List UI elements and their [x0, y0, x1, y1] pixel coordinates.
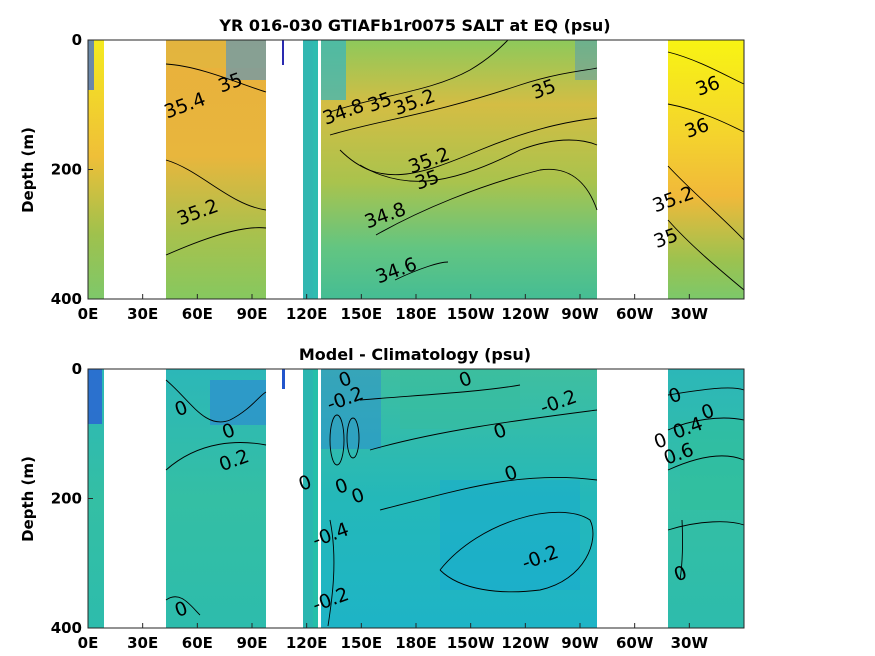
bottom-x-tick-label: 0E	[78, 634, 99, 652]
bottom-x-ticks: 0E 30E 60E 90E 120E 150E 180E 150W 120W 90W 60W 30W	[78, 623, 709, 652]
top-y-axis-label: Depth (m)	[19, 127, 37, 213]
bottom-contours	[165, 379, 745, 627]
bottom-chart-title: Model - Climatology (psu)	[299, 345, 531, 364]
bottom-x-tick-label: 150E	[341, 634, 383, 652]
bottom-x-tick-label: 120E	[286, 634, 328, 652]
bottom-x-tick-label: 90W	[561, 634, 599, 652]
bottom-field	[88, 369, 744, 628]
top-x-tick-label: 120E	[286, 305, 328, 323]
bottom-panel: Model - Climatology (psu) Depth (m)	[19, 345, 745, 652]
bottom-x-tick-label: 180E	[395, 634, 437, 652]
bottom-x-tick-label: 120W	[501, 634, 549, 652]
top-y-tick-label: 0	[72, 31, 82, 49]
top-x-tick-label: 150E	[341, 305, 383, 323]
top-chart-title: YR 016-030 GTIAFb1r0075 SALT at EQ (psu)	[218, 16, 610, 35]
bottom-y-tick-label: 0	[72, 360, 82, 378]
top-x-tick-label: 60W	[616, 305, 654, 323]
bottom-x-tick-label: 90E	[236, 634, 267, 652]
top-x-tick-label: 90W	[561, 305, 599, 323]
top-y-tick-label: 200	[51, 161, 82, 179]
top-x-tick-label: 90E	[236, 305, 267, 323]
top-x-tick-label: 120W	[501, 305, 549, 323]
bottom-x-tick-label: 30W	[671, 634, 709, 652]
top-x-tick-label: 150W	[447, 305, 495, 323]
top-x-tick-label: 30W	[671, 305, 709, 323]
top-field	[88, 40, 744, 299]
top-x-tick-label: 180E	[395, 305, 437, 323]
bottom-x-tick-label: 60E	[182, 634, 213, 652]
top-y-tick-label: 400	[51, 290, 82, 308]
top-x-ticks: 0E 30E 60E 90E 120E 150E 180E 150W 120W 90W 60W 30W	[78, 294, 709, 323]
top-contours	[165, 39, 745, 291]
bottom-y-axis-label: Depth (m)	[19, 456, 37, 542]
bottom-x-tick-label: 30E	[127, 634, 158, 652]
bottom-y-ticks: 0 200 400	[51, 360, 93, 637]
top-x-tick-label: 60E	[182, 305, 213, 323]
top-x-tick-label: 0E	[78, 305, 99, 323]
bottom-x-tick-label: 60W	[616, 634, 654, 652]
top-x-tick-label: 30E	[127, 305, 158, 323]
top-y-ticks: 0 200 400	[51, 31, 93, 308]
bottom-x-tick-label: 150W	[447, 634, 495, 652]
bottom-y-tick-label: 200	[51, 490, 82, 508]
top-panel: YR 016-030 GTIAFb1r0075 SALT at EQ (psu)…	[19, 16, 745, 323]
bottom-y-tick-label: 400	[51, 619, 82, 637]
